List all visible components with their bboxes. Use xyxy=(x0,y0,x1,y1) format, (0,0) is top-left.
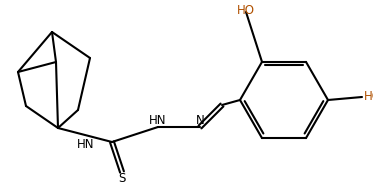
Text: HO: HO xyxy=(237,5,255,18)
Text: N: N xyxy=(195,115,204,128)
Text: S: S xyxy=(118,171,126,184)
Text: HN: HN xyxy=(76,139,94,152)
Text: HO: HO xyxy=(364,91,373,104)
Text: HN: HN xyxy=(149,115,167,128)
